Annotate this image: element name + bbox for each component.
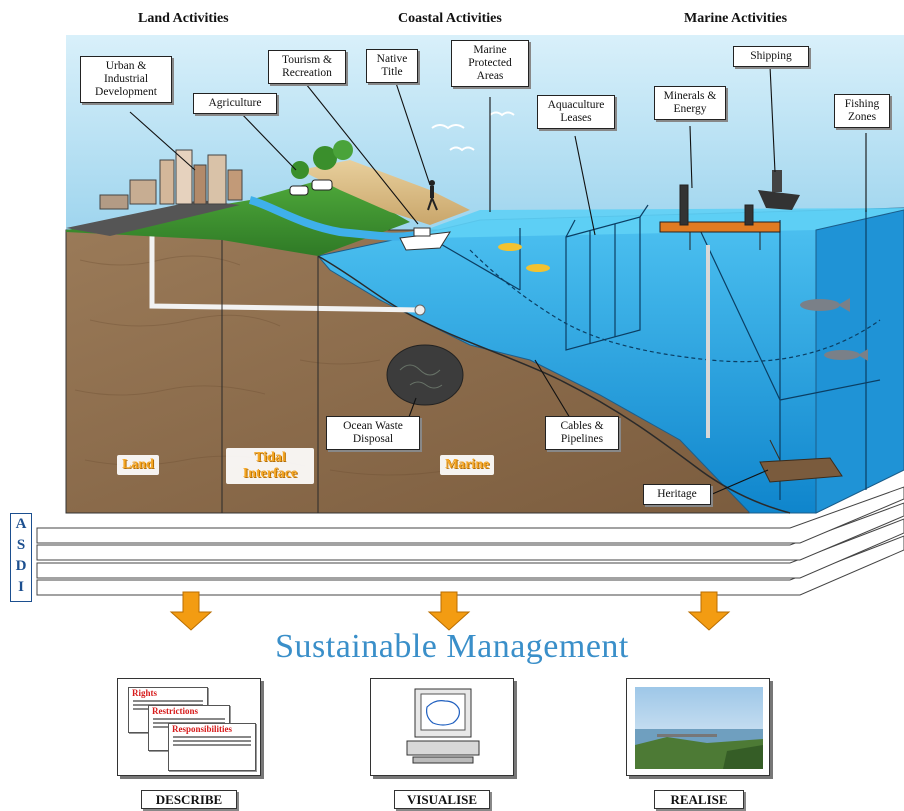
panel-realise bbox=[626, 678, 770, 776]
pipeline bbox=[149, 235, 421, 313]
label-tourism-recreation: Tourism & Recreation bbox=[268, 50, 346, 84]
label-shipping: Shipping bbox=[733, 46, 809, 67]
label-aquaculture-leases: Aquaculture Leases bbox=[537, 95, 615, 129]
doc-responsibilities: Responsibilities bbox=[168, 723, 256, 771]
aquaculture-cage bbox=[565, 204, 649, 351]
trees bbox=[291, 140, 353, 179]
oil-rig bbox=[659, 184, 781, 250]
category-land-activities: Land Activities bbox=[138, 11, 229, 26]
block-right-side bbox=[815, 209, 904, 514]
label-cables-pipelines: Cables & Pipelines bbox=[545, 416, 619, 450]
label-marine-protected-areas: Marine Protected Areas bbox=[451, 40, 529, 87]
label-heritage: Heritage bbox=[643, 484, 711, 505]
label-agriculture: Agriculture bbox=[193, 93, 277, 114]
person-figure bbox=[427, 180, 438, 211]
zone-marine: Marine bbox=[440, 455, 495, 475]
asdi-letter: S bbox=[16, 537, 26, 553]
land-surface bbox=[66, 180, 410, 256]
visualise-button[interactable]: VISUALISE bbox=[394, 790, 490, 809]
label-ocean-waste-disposal: Ocean Waste Disposal bbox=[326, 416, 420, 450]
fish bbox=[498, 243, 868, 361]
label-native-title: Native Title bbox=[366, 49, 418, 83]
city-buildings bbox=[99, 149, 243, 210]
river bbox=[248, 196, 432, 241]
asdi-letter: D bbox=[15, 558, 27, 574]
shipwreck bbox=[759, 439, 843, 483]
describe-button[interactable]: DESCRIBE bbox=[141, 790, 237, 809]
computer-icon bbox=[406, 688, 480, 764]
asdi-layers bbox=[36, 486, 904, 596]
doc-title-restrictions: Restrictions bbox=[152, 706, 198, 716]
waste-dump bbox=[386, 344, 464, 406]
realise-button[interactable]: REALISE bbox=[654, 790, 744, 809]
asdi-letter: I bbox=[18, 579, 24, 595]
boat bbox=[399, 227, 451, 251]
zone-land: Land bbox=[117, 455, 159, 475]
panel-visualise bbox=[370, 678, 514, 776]
road bbox=[66, 200, 240, 236]
category-coastal-activities: Coastal Activities bbox=[398, 11, 502, 26]
coastal-photo bbox=[635, 687, 763, 769]
panel-describe: Rights Restrictions Responsibilities bbox=[117, 678, 261, 776]
category-marine-activities: Marine Activities bbox=[684, 11, 788, 26]
label-minerals-energy: Minerals & Energy bbox=[654, 86, 726, 120]
asdi-letter: A bbox=[15, 516, 27, 532]
asdi-acronym: A S D I bbox=[10, 513, 32, 602]
cattle bbox=[289, 179, 333, 196]
label-urban-industrial: Urban & Industrial Development bbox=[80, 56, 172, 103]
doc-title-responsibilities: Responsibilities bbox=[172, 724, 233, 734]
down-arrows bbox=[169, 591, 731, 631]
label-fishing-zones: Fishing Zones bbox=[834, 94, 890, 128]
leader-lines bbox=[129, 65, 867, 496]
sustainable-management-heading: Sustainable Management bbox=[275, 628, 629, 665]
doc-title-rights: Rights bbox=[132, 688, 158, 698]
section-dividers bbox=[221, 230, 319, 513]
zone-tidal-interface: Tidal Interface bbox=[226, 448, 314, 484]
seafloor bbox=[317, 255, 791, 514]
ship bbox=[758, 170, 800, 210]
birds bbox=[431, 111, 515, 152]
